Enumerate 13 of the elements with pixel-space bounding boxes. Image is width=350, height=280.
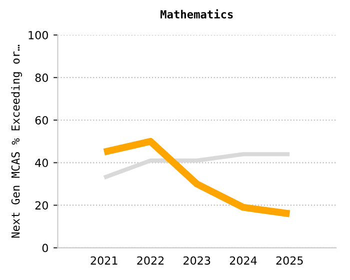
y-tick-label: 20 [35,201,48,210]
chart-title: Mathematics [160,9,233,18]
y-tick-label: 100 [28,30,48,40]
y-axis-title: Next Gen MCAS % Exceeding or… [11,44,22,238]
y-tick-label: 80 [35,74,48,82]
y-tick-label: 40 [35,158,48,168]
x-tick-label: 2025 [276,256,303,265]
y-tick-label: 60 [35,116,48,124]
x-tick-label: 2022 [137,256,164,265]
x-tick-label: 2023 [184,256,210,265]
y-tick-label: 0 [42,244,48,252]
x-tick-label: 2021 [90,256,118,265]
x-tick-label: 2024 [230,256,257,265]
